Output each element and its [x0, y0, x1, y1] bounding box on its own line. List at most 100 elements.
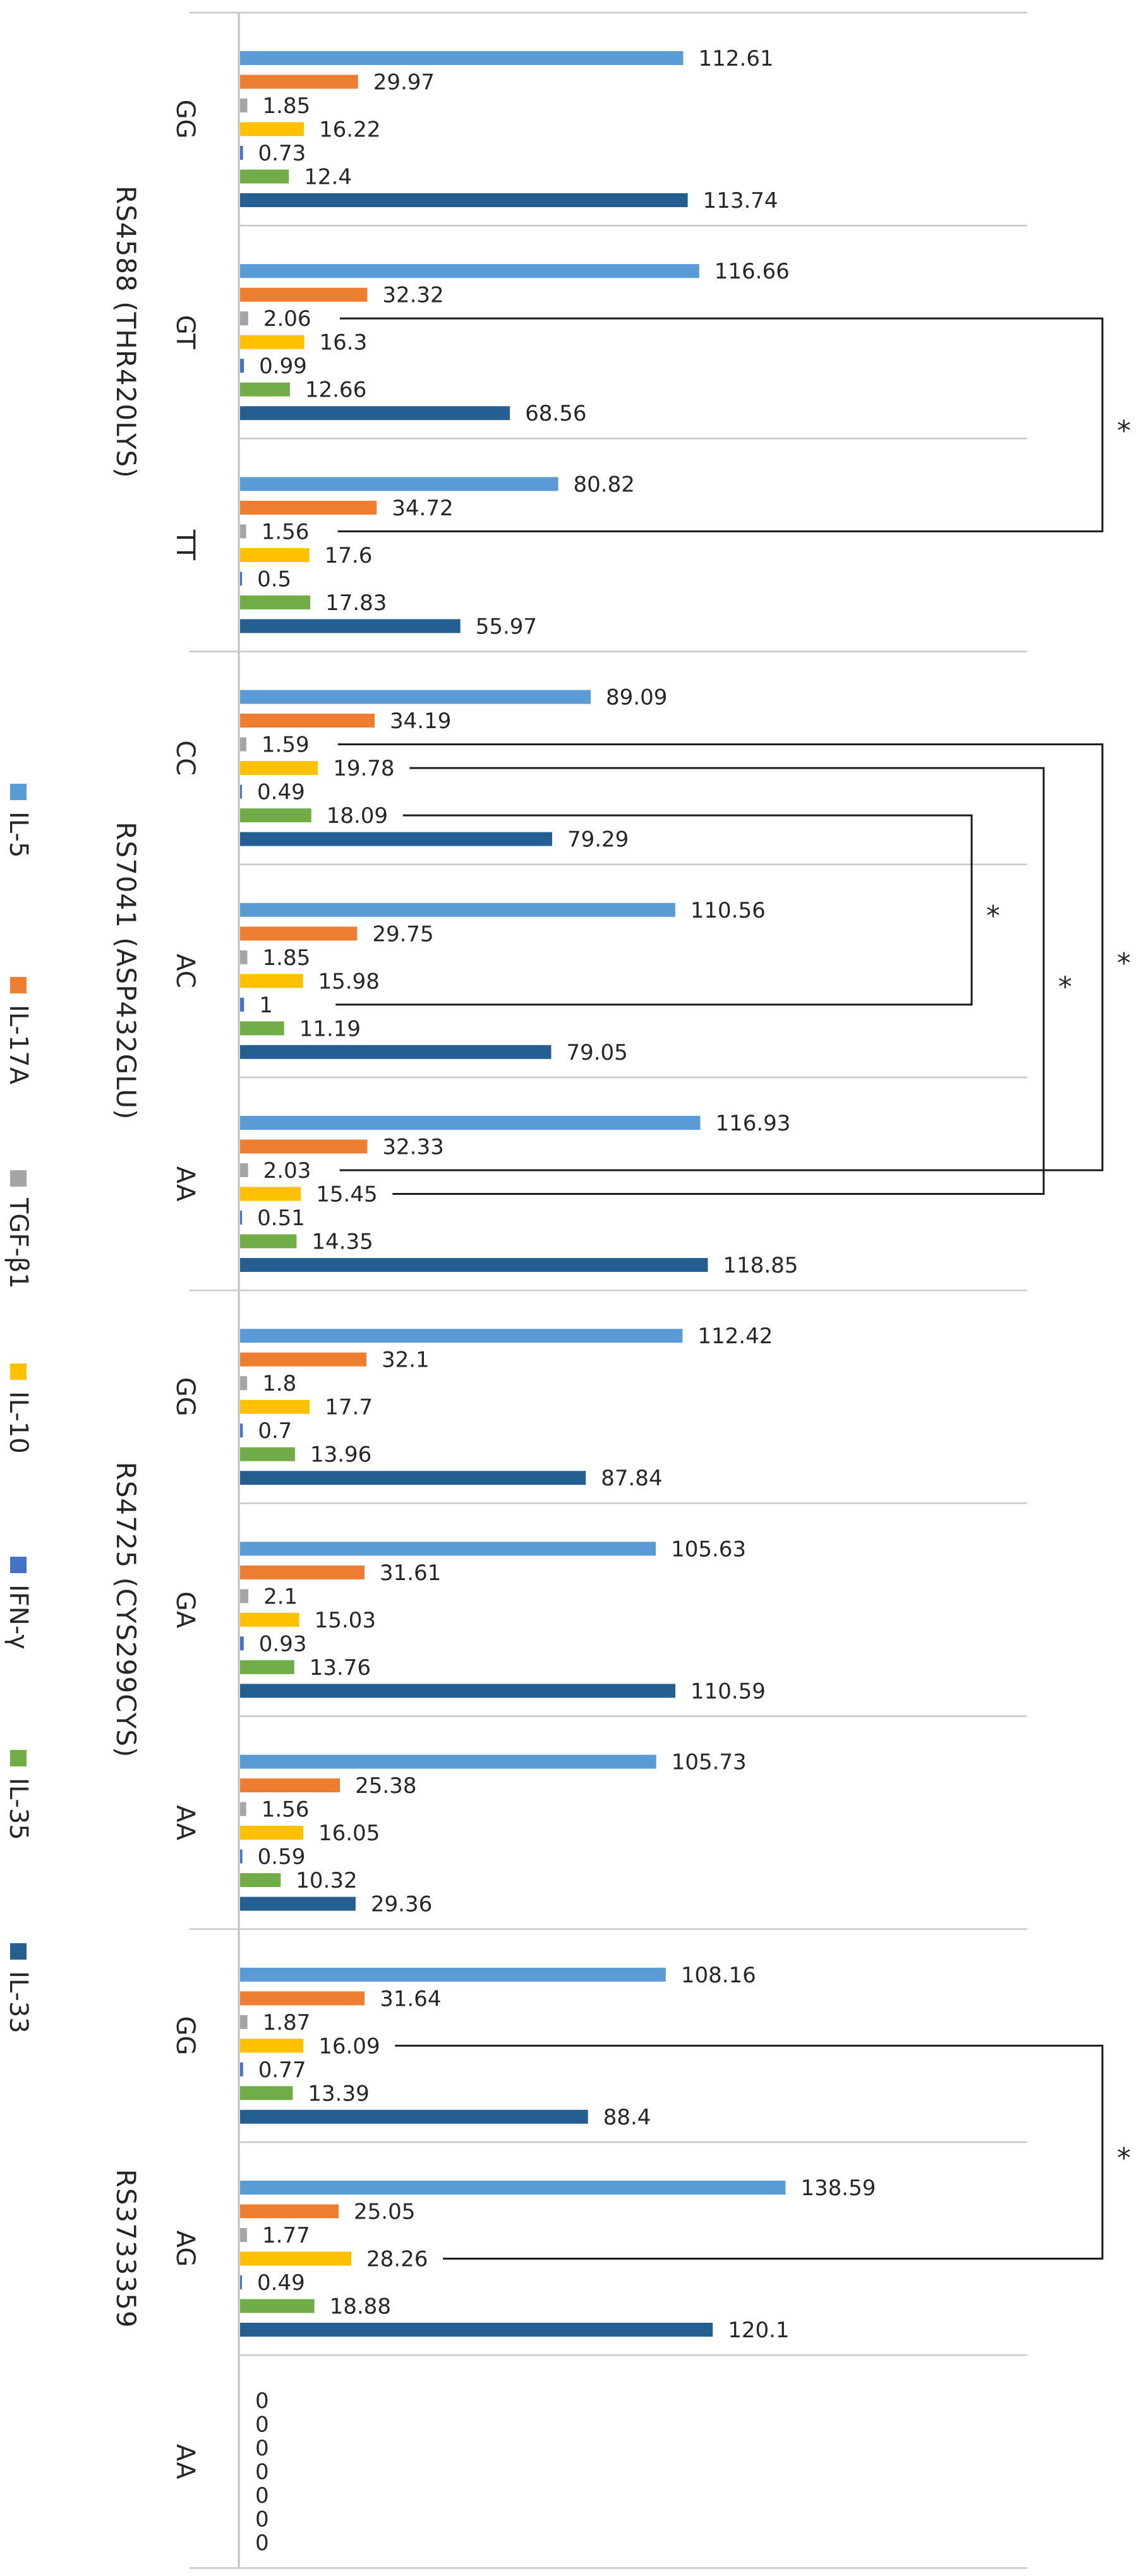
data-label: 12.66: [305, 378, 366, 403]
legend-swatch: [10, 1170, 27, 1187]
data-label: 11.19: [299, 1016, 361, 1041]
legend-label: IL-10: [4, 1391, 33, 1454]
data-label: 112.42: [697, 1324, 773, 1349]
data-label: 18.88: [330, 2294, 391, 2320]
data-label: 32.33: [382, 1135, 443, 1160]
legend-label: TGF-β1: [4, 1197, 33, 1289]
data-label: 17.7: [325, 1395, 373, 1420]
bar-il-35: [240, 1021, 284, 1036]
data-label: 118.85: [723, 1253, 798, 1278]
bar-il-33: [240, 406, 510, 421]
genotype-label: AA: [171, 1805, 200, 1840]
legend-swatch: [10, 1750, 27, 1766]
bar-tgf-1: [240, 1802, 246, 1816]
data-label: 1.56: [262, 1797, 310, 1823]
bar-il-5: [240, 477, 558, 491]
bar-il-10: [240, 1187, 301, 1201]
data-label: 0.73: [258, 141, 306, 166]
data-label: 1.85: [263, 945, 311, 971]
genotype-label: GT: [171, 315, 200, 350]
bar-il-33: [240, 2109, 588, 2124]
data-label: 110.56: [691, 898, 766, 923]
bar-tgf-1: [240, 1163, 248, 1177]
data-label: 2.06: [263, 306, 311, 332]
significance-bracket: [395, 2044, 1104, 2260]
data-label: 34.72: [392, 496, 453, 521]
data-label: 79.05: [566, 1040, 627, 1065]
bar-tgf-1: [240, 311, 248, 326]
bar-il-35: [240, 1660, 294, 1674]
legend-label: IL-35: [4, 1778, 33, 1840]
bar-il-10: [240, 2039, 304, 2053]
data-label: 113.74: [703, 188, 778, 213]
bar-tgf-1: [240, 950, 248, 964]
bar-il-35: [240, 595, 311, 609]
data-label: 17.83: [325, 590, 387, 616]
group-label: RS4725 (CYS299CYS): [111, 1462, 142, 1758]
bar-tgf-1: [240, 99, 248, 112]
data-label: 13.76: [310, 1655, 371, 1680]
bar-tgf-1: [240, 737, 246, 752]
genotype-label: AG: [171, 2231, 200, 2267]
bar-il-5: [240, 2181, 786, 2195]
bar-il-33: [240, 832, 552, 846]
bar-il-10: [240, 2251, 352, 2266]
data-label: 13.39: [308, 2081, 369, 2106]
genotype-label: GA: [171, 1591, 200, 1629]
bar-il-17a: [240, 2204, 339, 2219]
genotype-label: GG: [171, 2016, 200, 2055]
data-label: 0.7: [258, 1418, 292, 1444]
bar-il-17a: [240, 287, 368, 302]
genotype-label: TT: [171, 529, 200, 561]
bar-il-33: [240, 1258, 708, 1272]
significance-bracket: [337, 743, 1104, 1171]
legend-swatch: [10, 1943, 27, 1960]
data-label: 16.3: [320, 330, 368, 356]
bar-il-10: [240, 1826, 303, 1840]
data-label: 89.09: [606, 685, 667, 710]
bar-il-17a: [240, 1352, 366, 1367]
genotype-label: GG: [171, 1377, 200, 1417]
significance-marker: *: [1058, 971, 1072, 1003]
data-label: 138.59: [800, 2176, 876, 2201]
bar-il-35: [240, 1447, 295, 1461]
data-label: 16.05: [318, 1821, 380, 1846]
bar-il-10: [240, 335, 305, 349]
bar-il-5: [240, 690, 591, 704]
legend-swatch: [10, 784, 27, 800]
bar-il-33: [240, 193, 688, 207]
data-label: 32.1: [382, 1348, 430, 1373]
data-label: 112.61: [699, 46, 774, 71]
bar-ifn-: [240, 1423, 243, 1438]
data-label: 15.98: [318, 969, 380, 994]
data-label: 25.38: [355, 1773, 416, 1799]
data-label: 16.22: [319, 117, 380, 143]
significance-bracket: [335, 814, 973, 1006]
bar-ifn-: [240, 1849, 243, 1864]
bar-ifn-: [240, 2062, 243, 2076]
data-label: 88.4: [603, 2105, 651, 2130]
data-label: 79.29: [567, 827, 629, 853]
bar-il-33: [240, 2323, 713, 2337]
data-label: 120.1: [728, 2318, 789, 2343]
data-label: 116.66: [715, 259, 790, 284]
significance-marker: *: [1117, 415, 1131, 447]
bar-tgf-1: [240, 1589, 249, 1603]
legend-label: IL-17A: [4, 1005, 33, 1085]
data-label: 32.32: [382, 283, 443, 308]
data-label: 12.4: [304, 165, 352, 190]
data-label: 0.59: [258, 1845, 306, 1870]
data-label: 25.05: [354, 2200, 415, 2225]
bar-il-10: [240, 122, 305, 136]
data-label: 28.26: [366, 2247, 428, 2272]
legend-label: IL-33: [4, 1971, 33, 2034]
bar-il-33: [240, 1045, 552, 1059]
data-label: 0: [255, 2460, 269, 2485]
bar-il-17a: [240, 1565, 365, 1579]
significance-marker: *: [986, 900, 1000, 932]
bar-ifn-: [240, 784, 243, 799]
data-label: 108.16: [681, 1963, 756, 1988]
bar-il-5: [240, 1967, 666, 1982]
bar-ifn-: [240, 2275, 243, 2289]
